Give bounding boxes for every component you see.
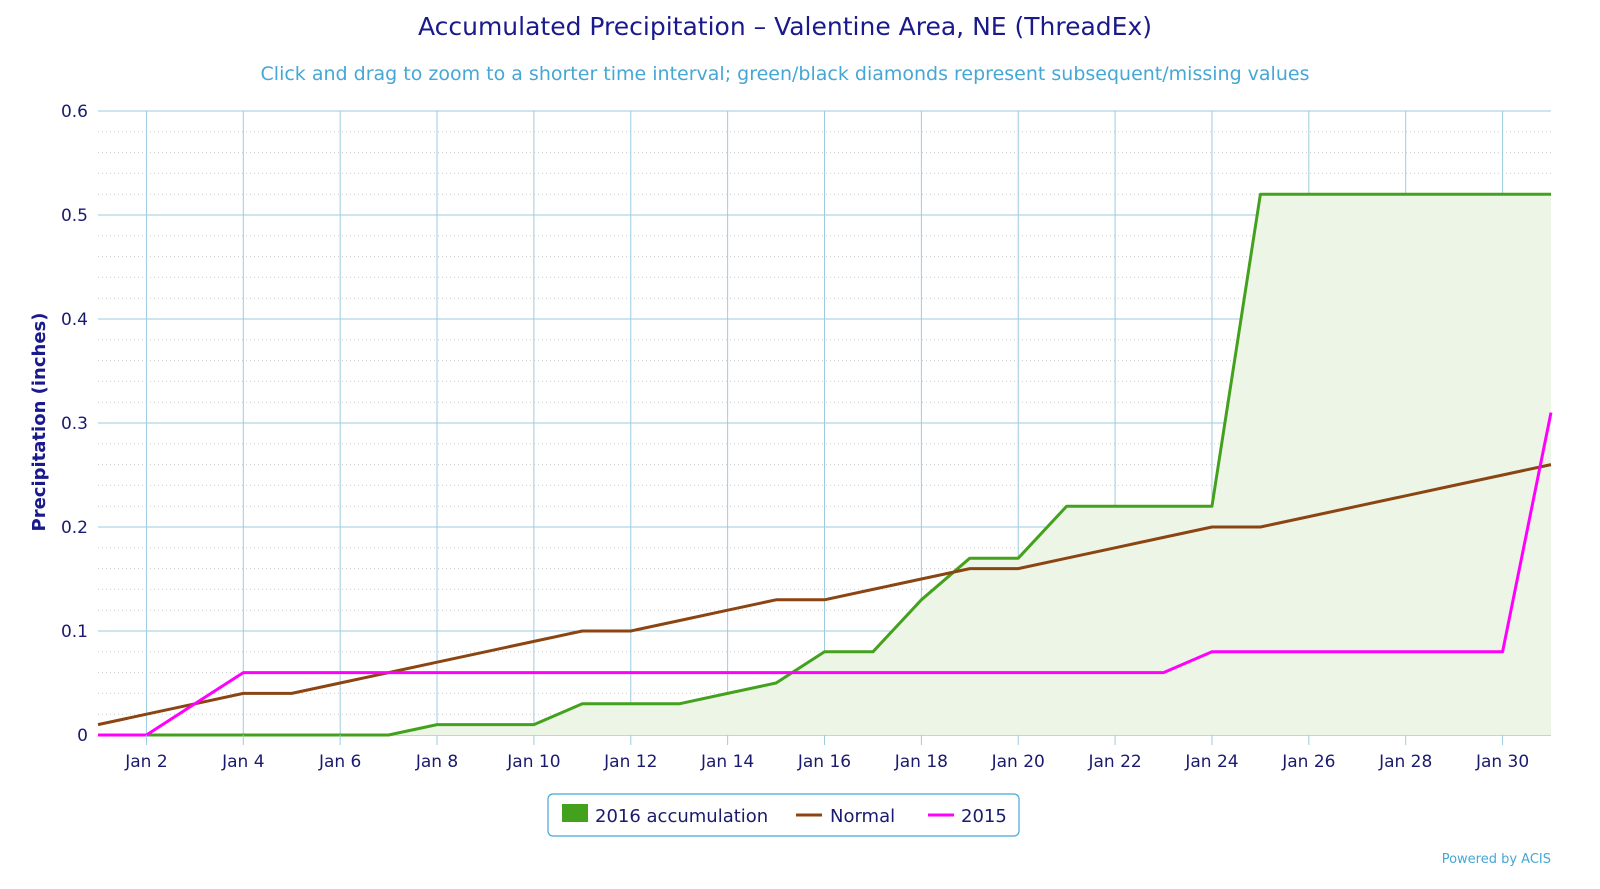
y-axis-title: Precipitation (inches) <box>29 313 50 532</box>
legend-label-2015: 2015 <box>961 806 1007 827</box>
legend-label-2016-accumulation: 2016 accumulation <box>595 806 768 827</box>
x-axis-ticks: Jan 2 Jan 4 Jan 6 Jan 8 Jan 10 Jan 12 Jan 14 Ja… <box>124 735 1529 772</box>
x-tick-label: Jan 26 <box>1281 752 1335 772</box>
x-tick-label: Jan 4 <box>221 752 264 772</box>
series-line-2015[interactable] <box>98 412 1553 737</box>
legend-item-normal[interactable]: Normal <box>796 806 895 827</box>
legend: 2016 accumulation Normal 2015 <box>547 793 1020 837</box>
x-tick-label: Jan 14 <box>700 752 754 772</box>
x-tick-label: Jan 24 <box>1184 752 1238 772</box>
y-tick-label: 0.5 <box>61 206 88 226</box>
y-tick-label: 0.2 <box>61 518 88 538</box>
x-tick-label: Jan 22 <box>1087 752 1141 772</box>
chart-title: Accumulated Precipitation – Valentine Ar… <box>418 12 1152 41</box>
x-tick-label: Jan 12 <box>603 752 657 772</box>
legend-item-2016-accumulation[interactable]: 2016 accumulation <box>562 804 768 827</box>
x-tick-label: Jan 2 <box>124 752 167 772</box>
x-tick-label: Jan 6 <box>318 752 361 772</box>
y-axis-ticks: 0 0.1 0.2 0.3 0.4 0.5 0.6 <box>61 102 88 746</box>
x-tick-label: Jan 8 <box>415 752 458 772</box>
x-tick-label: Jan 10 <box>506 752 560 772</box>
x-tick-label: Jan 16 <box>797 752 851 772</box>
legend-label-normal: Normal <box>830 806 895 827</box>
area-fill-2016-accumulation <box>98 194 1551 735</box>
y-tick-label: 0 <box>77 726 88 746</box>
y-tick-label: 0.1 <box>61 622 88 642</box>
chart-subtitle: Click and drag to zoom to a shorter time… <box>261 63 1310 85</box>
y-tick-label: 0.6 <box>61 102 88 122</box>
legend-swatch-2016-accumulation <box>562 804 588 822</box>
legend-box <box>547 793 1020 837</box>
series-line-normal[interactable] <box>97 463 1552 727</box>
legend-item-2015[interactable]: 2015 <box>928 806 1007 827</box>
y-tick-label: 0.3 <box>61 414 88 434</box>
x-tick-label: Jan 18 <box>894 752 948 772</box>
acis-credit[interactable]: Powered by ACIS <box>1442 852 1551 867</box>
y-tick-label: 0.4 <box>61 310 88 330</box>
x-tick-label: Jan 28 <box>1378 752 1432 772</box>
x-tick-label: Jan 30 <box>1475 752 1529 772</box>
x-tick-label: Jan 20 <box>991 752 1045 772</box>
